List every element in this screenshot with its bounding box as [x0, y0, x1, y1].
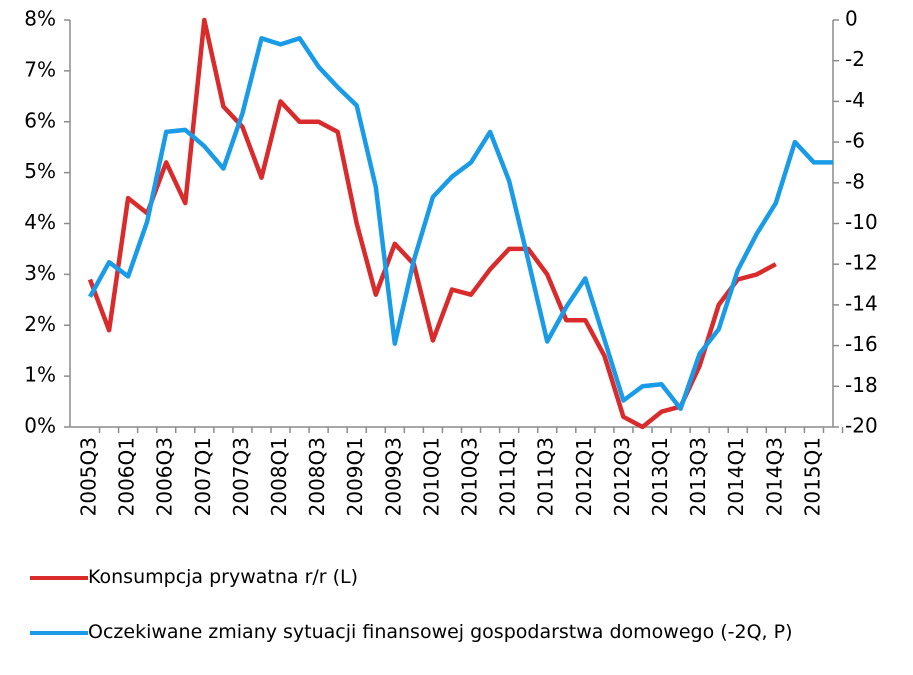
y-tick-label: 4%: [24, 210, 56, 234]
y2-tick-label: -14: [845, 291, 878, 315]
chart: 0%1%2%3%4%5%6%7%8%-20-18-16-14-12-10-8-6…: [24, 7, 878, 517]
y2-tick-label: -4: [845, 88, 865, 112]
legend-swatch: [30, 576, 88, 580]
y-tick-label: 1%: [24, 363, 56, 387]
y-tick-label: 6%: [24, 108, 56, 132]
series-line: [87, 17, 777, 430]
x-tick-label: 2012Q3: [610, 437, 634, 516]
legend-entry: Konsumpcja prywatna r/r (L): [30, 565, 898, 590]
x-tick-label: 2010Q3: [458, 437, 482, 516]
legend-label: Konsumpcja prywatna r/r (L): [88, 566, 359, 588]
y2-tick-label: -2: [845, 47, 865, 71]
y-tick-label: 0%: [24, 414, 56, 438]
x-tick-label: 2007Q3: [229, 437, 253, 516]
x-tick-label: 2009Q3: [381, 437, 405, 516]
y-tick-label: 3%: [24, 261, 56, 285]
legend-swatch: [30, 631, 88, 635]
x-tick-label: 2010Q1: [419, 437, 443, 516]
y2-tick-label: -10: [845, 210, 878, 234]
x-tick-label: 2012Q1: [572, 437, 596, 516]
x-tick-label: 2015Q1: [800, 437, 824, 516]
x-tick-label: 2005Q3: [77, 437, 101, 516]
y-tick-label: 7%: [24, 57, 56, 81]
x-tick-label: 2014Q1: [724, 437, 748, 516]
y2-tick-label: -20: [845, 414, 878, 438]
y2-tick-label: -16: [845, 332, 878, 356]
legend-entry: Oczekiwane zmiany sytuacji finansowej go…: [30, 620, 898, 645]
x-tick-label: 2013Q3: [686, 437, 710, 516]
y2-tick-label: 0: [845, 7, 858, 31]
x-tick-label: 2014Q3: [762, 437, 786, 516]
y2-tick-label: -18: [845, 373, 878, 397]
y2-tick-label: -8: [845, 169, 865, 193]
x-tick-label: 2011Q3: [534, 437, 558, 516]
x-tick-label: 2006Q1: [115, 437, 139, 516]
y-tick-label: 2%: [24, 312, 56, 336]
legend-label: Oczekiwane zmiany sytuacji finansowej go…: [88, 621, 793, 643]
series-line: [88, 36, 833, 411]
x-tick-label: 2008Q1: [267, 437, 291, 516]
x-tick-label: 2006Q3: [153, 437, 177, 516]
x-tick-label: 2009Q1: [343, 437, 367, 516]
x-tick-label: 2008Q3: [305, 437, 329, 516]
x-tick-label: 2011Q1: [496, 437, 520, 516]
y-tick-label: 5%: [24, 159, 56, 183]
y2-tick-label: -12: [845, 251, 878, 275]
y-tick-label: 8%: [24, 7, 56, 31]
x-tick-label: 2007Q1: [191, 437, 215, 516]
y2-tick-label: -6: [845, 129, 865, 153]
x-tick-label: 2013Q1: [648, 437, 672, 516]
